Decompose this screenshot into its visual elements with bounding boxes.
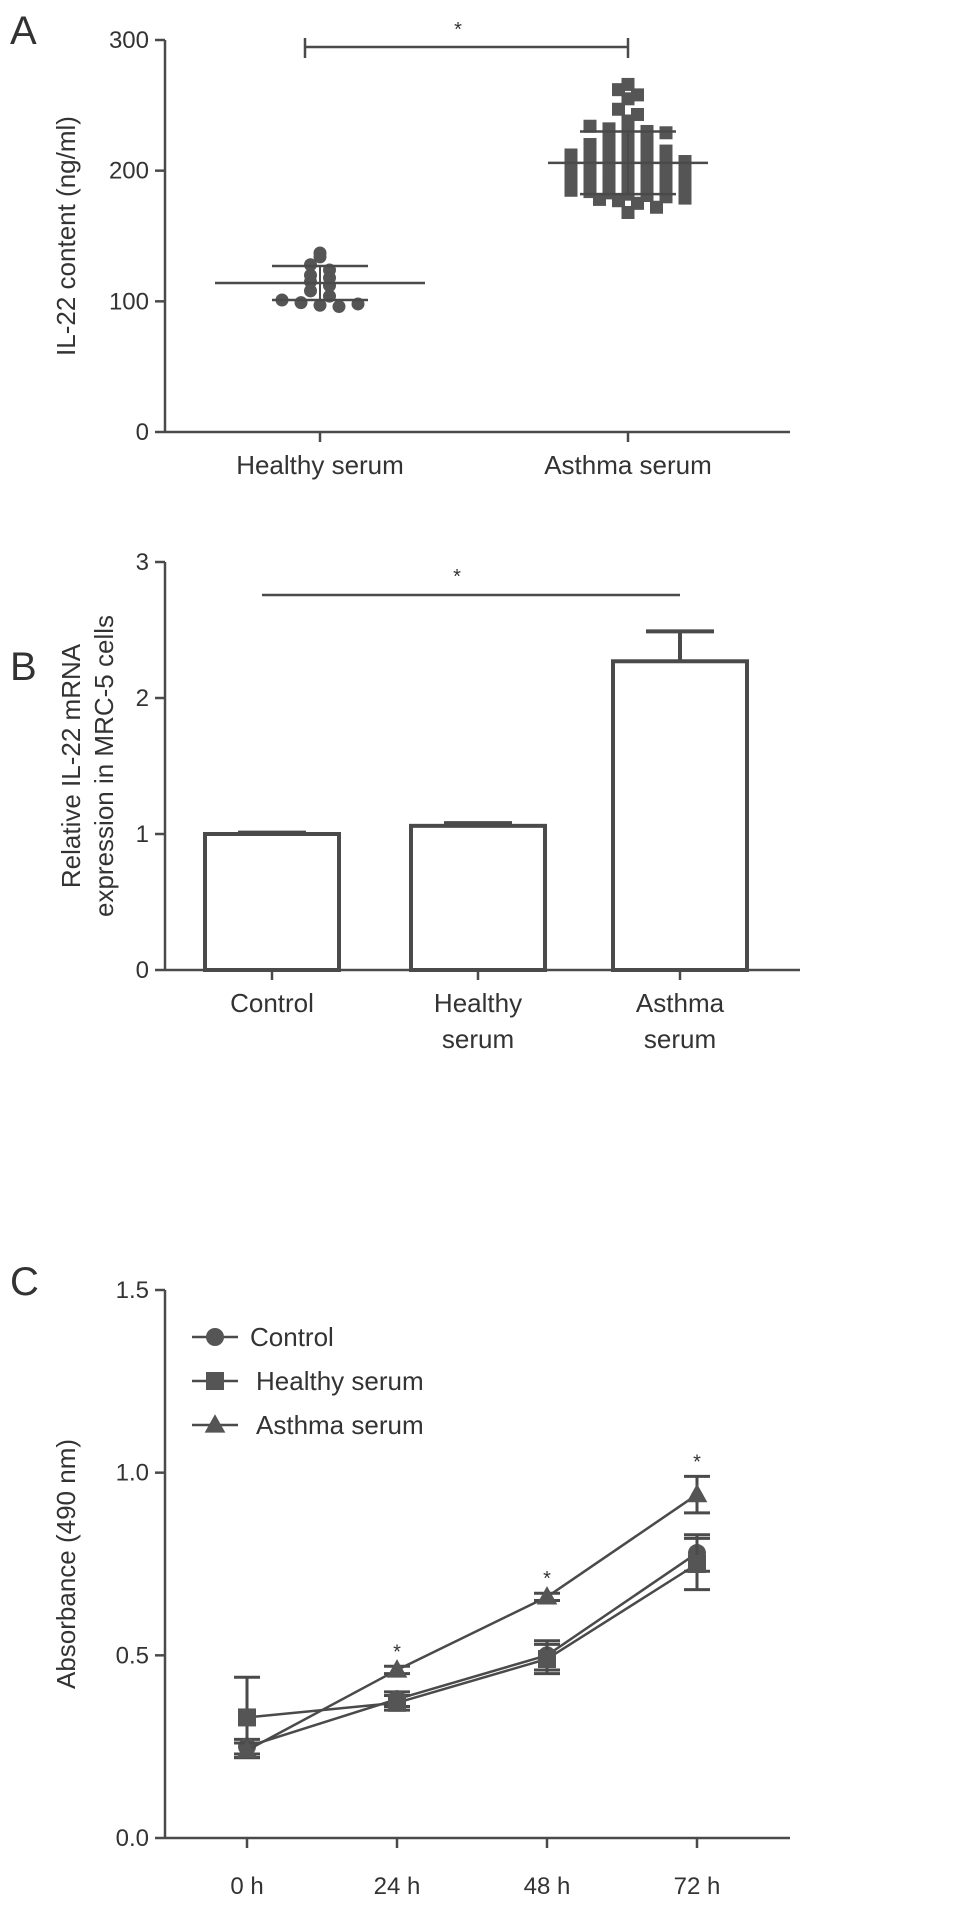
panel-c: C 0.0 0.5 1.0 1.5 0 h 24 h 48 h 72 h Absorbance … <box>10 1260 790 1900</box>
y-axis-title: expression in MRC-5 cells <box>89 615 119 917</box>
data-point <box>236 1739 258 1758</box>
data-point <box>583 138 597 152</box>
y-tick-label: 300 <box>109 27 149 54</box>
x-tick-label: 72 h <box>674 1873 721 1900</box>
x-tick-label: 24 h <box>374 1873 421 1900</box>
data-point <box>650 200 663 214</box>
significance-mark: * <box>393 1641 401 1663</box>
y-tick-label: 2 <box>136 685 149 712</box>
y-tick-label: 1 <box>136 821 149 848</box>
x-tick-label: serum <box>644 1024 716 1054</box>
legend-label: Asthma serum <box>256 1410 424 1440</box>
significance-mark: * <box>693 1451 701 1473</box>
bar <box>203 832 341 972</box>
panel-b: B 0 1 2 3 Control Healthy serum Asthma serum Rela… <box>10 549 800 1054</box>
y-tick-label: 0 <box>136 957 149 984</box>
data-point <box>688 1555 706 1573</box>
data-point <box>386 1659 408 1678</box>
data-point <box>304 258 317 272</box>
significance-mark: * <box>543 1568 551 1590</box>
data-point <box>332 300 346 314</box>
data-point <box>640 135 654 149</box>
x-tick-label: 48 h <box>524 1873 571 1900</box>
y-tick-label: 0.0 <box>116 1825 149 1852</box>
data-point <box>612 102 625 116</box>
legend-marker <box>204 1414 226 1433</box>
y-tick-label: 100 <box>109 288 149 315</box>
data-point <box>659 126 673 140</box>
y-tick-label: 0.5 <box>116 1642 149 1669</box>
significance-mark: * <box>454 19 462 41</box>
bar <box>611 659 749 973</box>
data-point <box>313 298 327 312</box>
panel-c-letter: C <box>10 1260 39 1304</box>
series-line <box>246 1562 698 1719</box>
series-line <box>246 1493 698 1752</box>
y-axis-title: Absorbance (490 nm) <box>51 1439 81 1689</box>
data-point <box>536 1586 558 1605</box>
y-tick-label: 1.0 <box>116 1460 149 1487</box>
data-point <box>631 88 644 102</box>
x-tick-label: Asthma serum <box>544 450 712 480</box>
y-tick-label: 200 <box>109 158 149 185</box>
data-point <box>238 1708 256 1727</box>
data-point <box>602 149 616 163</box>
y-axis-title: IL-22 content (ng/ml) <box>51 116 81 356</box>
data-point <box>583 148 597 162</box>
data-point <box>388 1693 406 1712</box>
panel-a: A 0 100 200 300 Healthy serum Asthma serum IL-… <box>10 9 790 480</box>
bar <box>409 823 547 973</box>
y-tick-label: 0 <box>136 419 149 446</box>
x-tick-label: Control <box>230 988 314 1018</box>
data-point <box>602 122 616 136</box>
y-tick-label: 3 <box>136 549 149 576</box>
data-point <box>304 268 317 282</box>
x-tick-label: Asthma <box>636 988 725 1018</box>
legend-label: Healthy serum <box>256 1366 424 1396</box>
data-point <box>294 296 308 310</box>
data-point <box>678 155 692 169</box>
x-tick-label: serum <box>442 1024 514 1054</box>
legend-label: Control <box>250 1322 334 1352</box>
data-point <box>631 107 644 121</box>
significance-mark: * <box>453 566 461 588</box>
data-point <box>564 148 578 162</box>
x-tick-label: Healthy <box>434 988 522 1018</box>
panel-b-letter: B <box>10 645 37 689</box>
panel-a-letter: A <box>10 9 37 53</box>
data-point <box>621 77 635 91</box>
series-line <box>246 1552 698 1748</box>
data-point <box>659 144 673 158</box>
data-point <box>538 1649 556 1668</box>
data-point <box>313 246 327 260</box>
y-axis-title: Relative IL-22 mRNA <box>56 643 86 888</box>
y-tick-label: 1.5 <box>116 1277 149 1304</box>
data-point <box>304 284 317 298</box>
data-point <box>583 119 597 133</box>
x-tick-label: Healthy serum <box>236 450 404 480</box>
x-tick-label: 0 h <box>230 1873 263 1900</box>
legend-marker <box>206 1372 224 1390</box>
data-point <box>686 1483 708 1503</box>
legend-marker <box>206 1328 224 1346</box>
